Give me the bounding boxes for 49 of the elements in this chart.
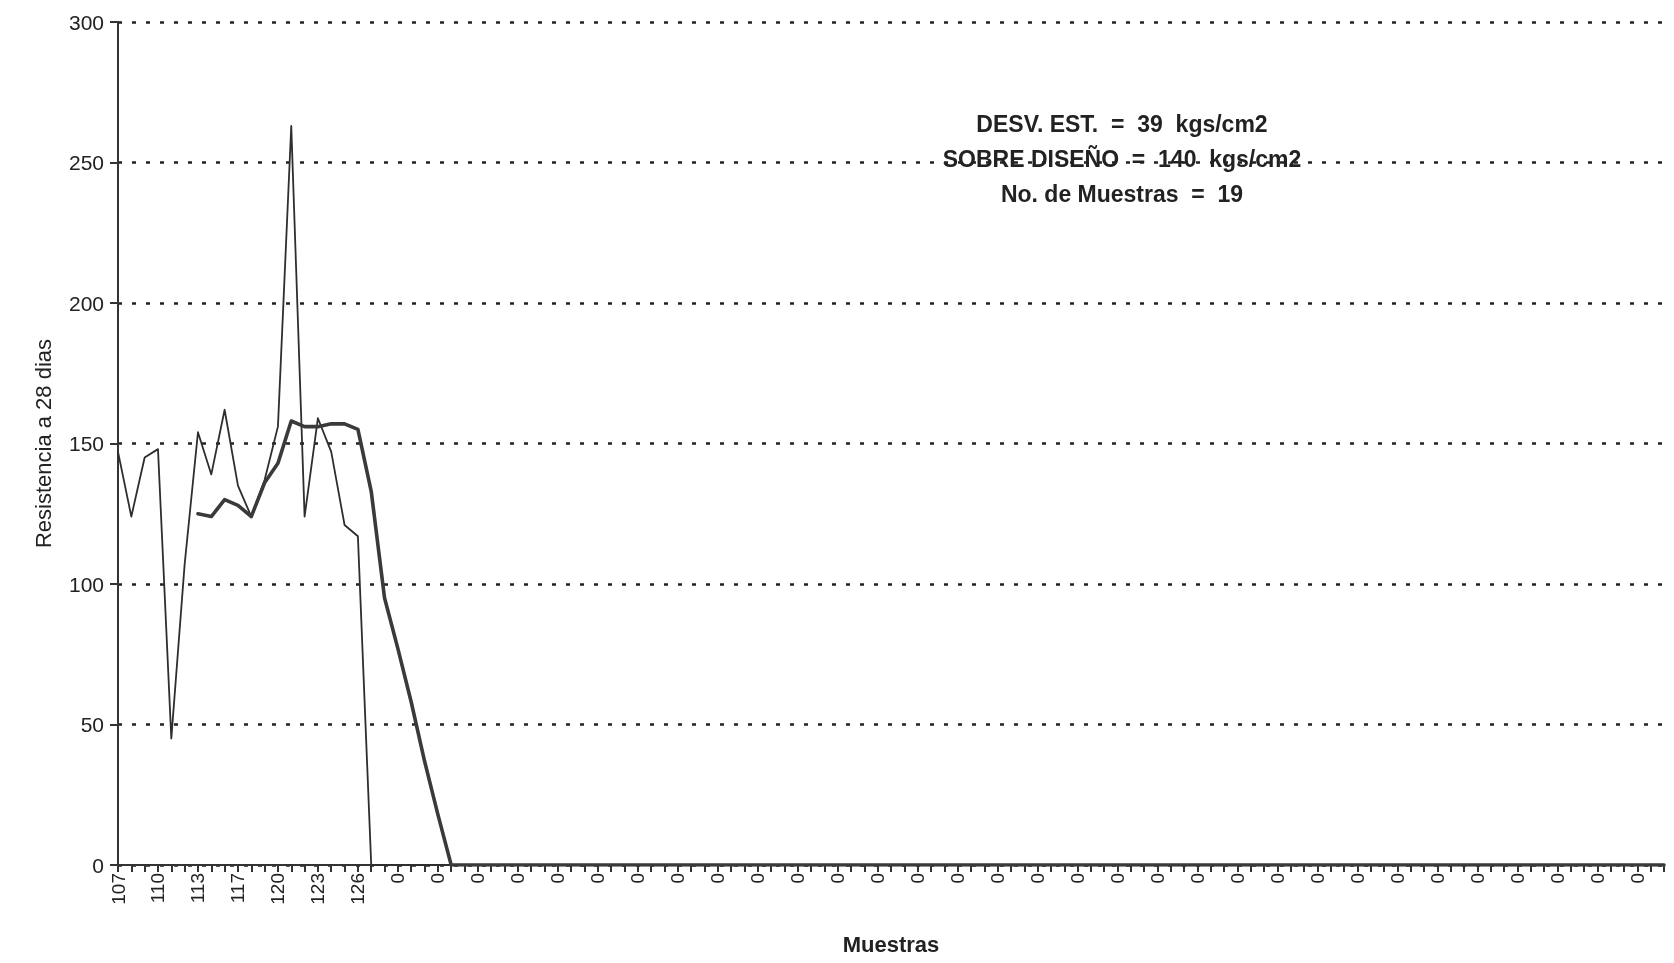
x-tick-label: 0 xyxy=(587,873,609,884)
x-tick-label: 0 xyxy=(467,873,489,884)
x-tick-label: 0 xyxy=(387,873,409,884)
x-tick-label: 126 xyxy=(347,873,369,905)
x-tick-label: 0 xyxy=(667,873,689,884)
x-tick-label: 107 xyxy=(107,873,129,905)
y-tick-label: 300 xyxy=(68,10,104,34)
x-tick-label: 0 xyxy=(507,873,529,884)
x-tick-label: 0 xyxy=(1306,873,1328,884)
x-tick-label: 0 xyxy=(747,873,769,884)
x-tick-label: 117 xyxy=(227,873,249,904)
x-axis-title: Muestras xyxy=(842,931,940,957)
x-tick-label: 0 xyxy=(1027,873,1049,884)
x-tick-label: 0 xyxy=(1187,873,1209,884)
x-tick-label: 113 xyxy=(187,873,209,904)
y-tick-label: 50 xyxy=(80,713,104,736)
x-tick-label: 0 xyxy=(1107,873,1129,884)
x-tick-label: 0 xyxy=(547,873,569,884)
x-tick-label: 0 xyxy=(1586,873,1608,884)
x-tick-label: 0 xyxy=(827,873,849,884)
x-tick-label: 110 xyxy=(147,873,169,904)
annotation: No. de Muestras = 19 xyxy=(1000,180,1244,207)
y-tick-label: 200 xyxy=(68,291,104,315)
x-tick-label: 0 xyxy=(1147,873,1169,884)
y-tick-label: 100 xyxy=(68,572,104,596)
x-tick-label: 0 xyxy=(1546,873,1568,884)
x-tick-label: 0 xyxy=(867,873,889,884)
x-tick-label: 0 xyxy=(947,873,969,884)
x-tick-label: 0 xyxy=(1466,873,1488,884)
x-tick-label: 0 xyxy=(1626,873,1648,884)
x-tick-label: 123 xyxy=(307,873,329,905)
y-tick-label: 150 xyxy=(68,432,104,455)
x-tick-label: 0 xyxy=(427,873,449,884)
x-tick-label: 0 xyxy=(1386,873,1408,884)
annotation: DESV. EST. = 39 kgs/cm2 xyxy=(976,110,1268,137)
x-tick-label: 0 xyxy=(1506,873,1528,884)
x-tick-label: 0 xyxy=(1426,873,1448,884)
x-tick-label: 0 xyxy=(907,873,929,884)
x-tick-label: 120 xyxy=(267,873,289,905)
x-tick-label: 0 xyxy=(1067,873,1089,884)
x-tick-label: 0 xyxy=(987,873,1009,884)
x-tick-label: 0 xyxy=(1346,873,1368,884)
y-axis-title: Resistencia a 28 dias xyxy=(30,338,56,549)
x-tick-label: 0 xyxy=(707,873,729,884)
x-tick-label: 0 xyxy=(1267,873,1288,884)
x-tick-label: 0 xyxy=(627,873,649,884)
x-tick-label: 0 xyxy=(1227,873,1249,884)
x-tick-label: 0 xyxy=(787,873,809,884)
y-tick-label: 250 xyxy=(68,151,104,174)
